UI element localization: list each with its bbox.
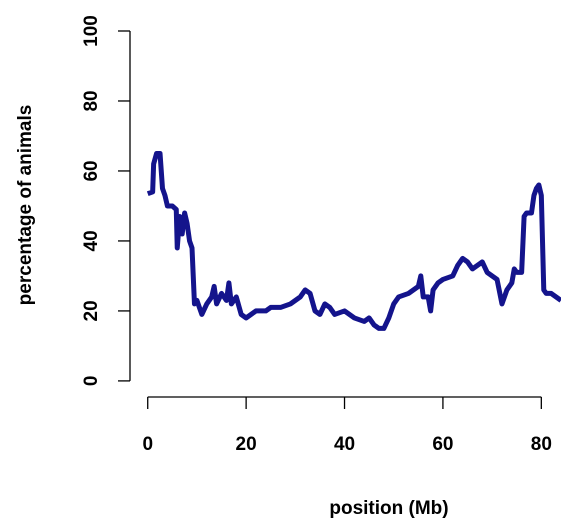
y-tick-label: 80 [81,90,102,111]
x-tick-label: 80 [531,434,552,455]
y-axis-label: percentage of animals [15,105,36,306]
plot-area [146,150,561,331]
x-tick-label: 60 [432,434,453,455]
x-tick-label: 0 [142,434,153,455]
y-tick-label: 0 [81,376,102,387]
y-tick-label: 40 [81,230,102,251]
y-tick-label: 60 [81,160,102,181]
y-tick-label: 100 [81,15,102,47]
data-line [146,150,561,331]
x-axis-label: position (Mb) [329,498,448,519]
y-tick-label: 20 [81,300,102,321]
x-tick-label: 40 [334,434,355,455]
x-tick-label: 20 [236,434,257,455]
